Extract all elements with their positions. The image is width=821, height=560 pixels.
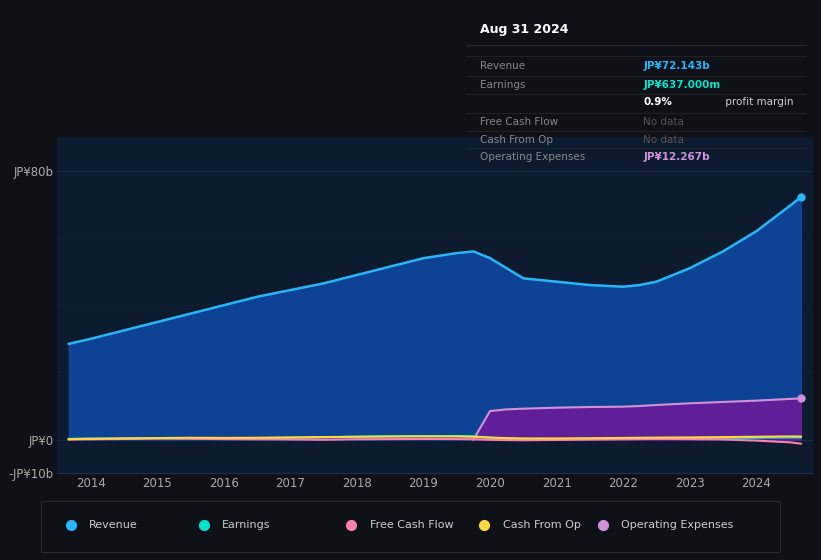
Text: Cash From Op: Cash From Op	[502, 520, 580, 530]
Text: Earnings: Earnings	[480, 81, 525, 90]
Text: Revenue: Revenue	[89, 520, 138, 530]
Text: Revenue: Revenue	[480, 61, 525, 71]
Text: JP¥637.000m: JP¥637.000m	[644, 81, 721, 90]
Text: JP¥72.143b: JP¥72.143b	[644, 61, 710, 71]
Text: No data: No data	[644, 116, 685, 127]
Text: No data: No data	[644, 134, 685, 144]
Text: Operating Expenses: Operating Expenses	[621, 520, 733, 530]
Text: profit margin: profit margin	[722, 97, 793, 108]
Text: JP¥12.267b: JP¥12.267b	[644, 152, 710, 162]
Text: Operating Expenses: Operating Expenses	[480, 152, 585, 162]
Text: Earnings: Earnings	[222, 520, 271, 530]
Text: Free Cash Flow: Free Cash Flow	[370, 520, 453, 530]
Text: Cash From Op: Cash From Op	[480, 134, 553, 144]
Text: Aug 31 2024: Aug 31 2024	[480, 22, 568, 35]
Text: Free Cash Flow: Free Cash Flow	[480, 116, 558, 127]
Text: 0.9%: 0.9%	[644, 97, 672, 108]
FancyBboxPatch shape	[41, 501, 780, 552]
